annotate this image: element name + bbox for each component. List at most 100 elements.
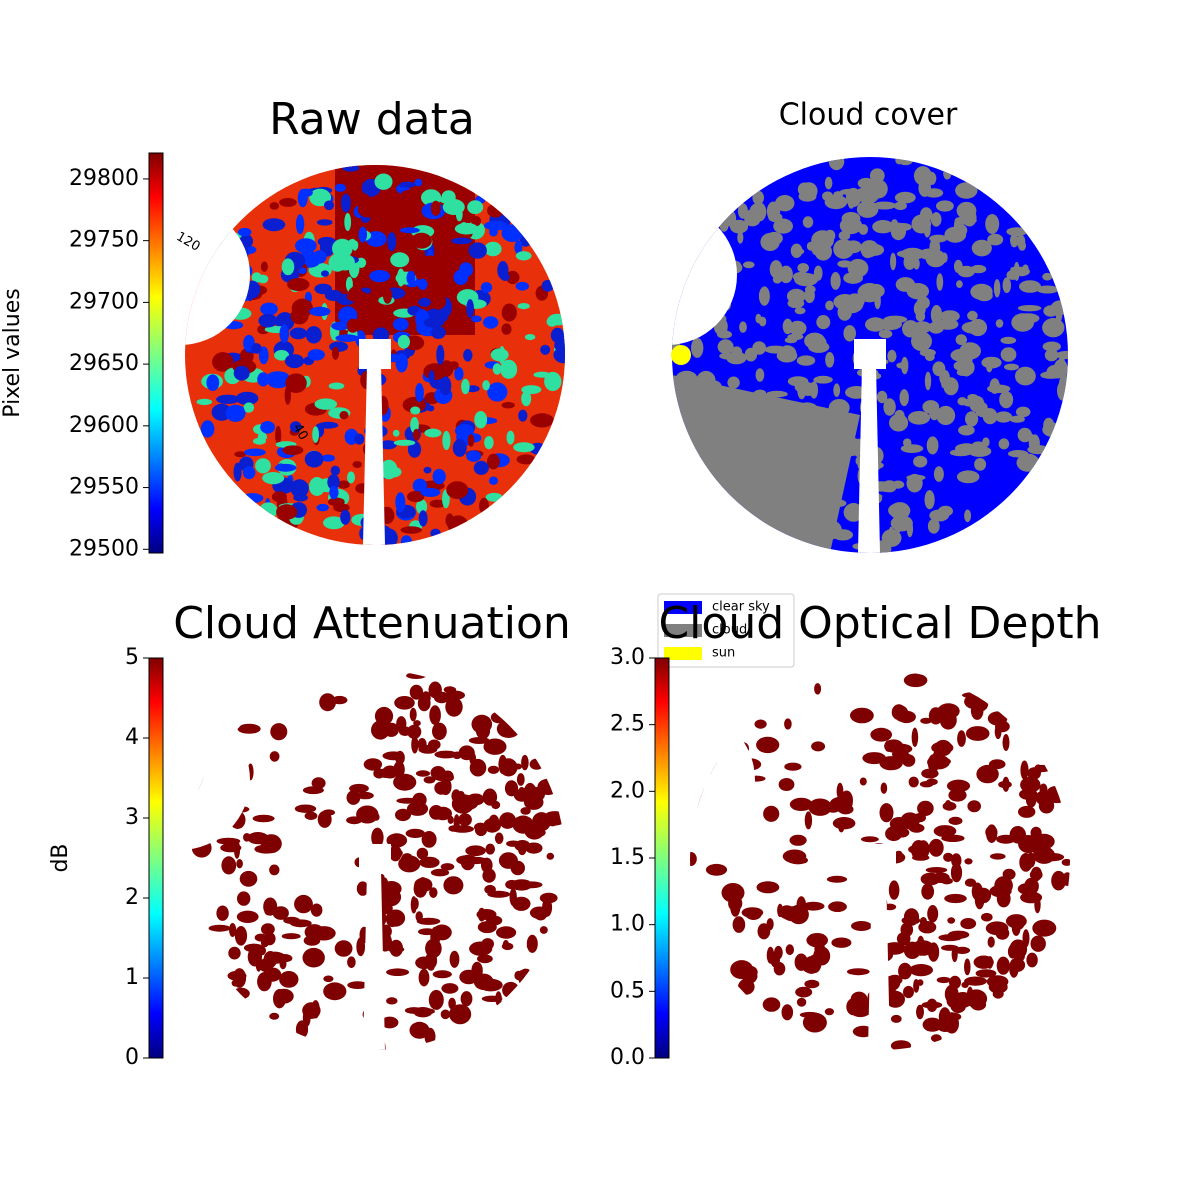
panel-title: Cloud cover [779,98,958,133]
texture [423,363,447,380]
texture [965,411,979,427]
texture [911,331,932,352]
texture [758,425,775,437]
texture [430,926,441,947]
texture [453,814,460,832]
texture [378,887,402,907]
legend-label: clear sky [712,600,770,615]
tick-label: 4 [125,725,139,750]
texture [741,907,764,918]
texture [390,252,410,268]
texture [402,206,423,227]
tick-label: 2.5 [610,712,645,737]
texture [802,901,825,911]
texture [258,346,269,365]
texture [1043,305,1059,317]
texture [732,916,746,933]
texture [908,844,926,854]
texture [356,937,366,957]
texture [356,791,374,800]
texture [518,409,528,422]
texture [888,526,895,547]
texture [927,755,950,770]
texture [291,298,313,318]
texture [494,832,504,845]
texture [271,491,287,503]
texture [748,499,761,513]
texture [335,254,355,271]
texture [948,816,963,826]
texture [397,334,410,349]
texture [483,316,499,329]
texture [833,191,844,198]
texture [407,491,425,503]
texture [469,941,493,956]
polar-label: 40 [289,421,310,443]
texture [259,502,278,519]
texture [825,300,834,311]
texture [721,883,745,903]
texture [252,814,275,823]
texture [430,292,446,310]
texture [719,217,729,232]
texture [257,274,269,284]
texture [407,724,422,739]
texture [327,474,340,490]
texture [795,986,813,998]
texture [487,203,504,218]
tick-label: 5 [125,645,139,670]
texture [894,850,903,860]
texture [975,407,993,418]
texture [1042,341,1062,352]
wedge [858,365,880,553]
texture [958,425,975,436]
texture [1033,846,1056,864]
texture [730,960,754,980]
texture [822,417,834,425]
texture [766,433,784,444]
texture [837,804,854,815]
texture [936,200,954,212]
texture [797,263,809,273]
texture [1029,869,1043,880]
texture [919,781,934,788]
texture [521,391,532,407]
texture [788,320,807,336]
texture [506,430,515,445]
texture [772,275,782,284]
texture [251,343,262,354]
texture [837,294,859,302]
texture [234,926,248,946]
texture [439,376,452,396]
texture [273,989,286,1009]
texture [459,262,474,277]
texture [876,390,888,404]
texture [1000,347,1017,362]
texture [971,882,983,901]
texture [809,381,819,399]
texture [496,926,517,939]
texture [824,229,836,242]
texture [358,226,368,243]
texture [803,429,817,440]
texture [906,283,929,300]
texture [927,518,940,534]
texture [1015,406,1031,418]
texture [526,934,538,953]
texture [444,690,465,700]
texture [866,283,885,299]
texture [334,183,346,192]
texture [405,828,425,839]
texture [985,921,1009,936]
texture [986,956,994,969]
texture [925,352,935,362]
texture [477,954,493,964]
texture [937,318,959,330]
texture [1038,838,1047,847]
texture [482,788,498,806]
texture [995,411,1013,423]
texture [865,244,885,256]
texture [216,905,229,921]
texture [824,194,848,210]
texture [970,998,987,1011]
